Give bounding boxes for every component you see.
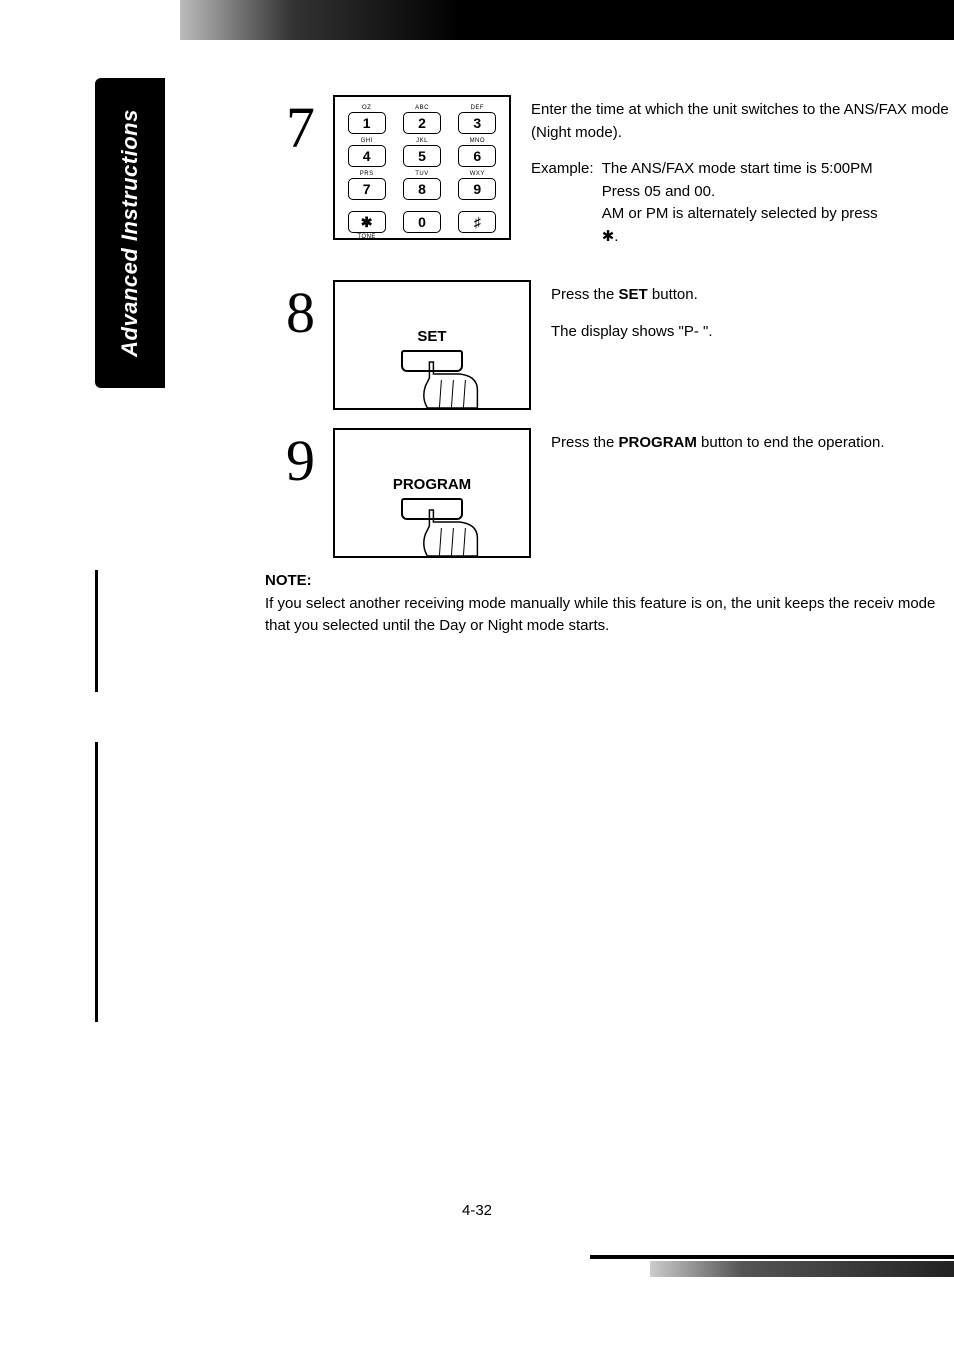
example-line: AM or PM is alternately selected by pres… [602, 205, 878, 222]
key-9: 9 [458, 178, 496, 200]
key-1: 1 [348, 112, 386, 134]
key-sub: MNO [470, 138, 486, 144]
step-8-text: Press the SET button. The display shows … [551, 280, 954, 357]
set-button-diagram: SET [333, 280, 531, 410]
step-7-para: Enter the time at which the unit switche… [531, 99, 950, 144]
step-9: 9 PROGRAM Press the PROGRAM button to en… [265, 428, 954, 558]
example-line: The ANS/FAX mode start time is 5:00PM [602, 160, 873, 177]
key-star: ✱ [348, 211, 386, 233]
example-line: ✱. [602, 228, 619, 245]
key-sub: TUV [415, 171, 429, 177]
hand-icon [419, 360, 489, 412]
note-body: If you select another receiving mode man… [265, 595, 935, 635]
set-button-label: SET [417, 328, 446, 345]
step-7-text: Enter the time at which the unit switche… [531, 95, 954, 262]
key-sub: TONE [357, 234, 376, 240]
key-sub: GHI [361, 138, 373, 144]
program-button-diagram: PROGRAM [333, 428, 531, 558]
scan-footer-line [590, 1255, 954, 1259]
key-hash: ♯ [458, 211, 496, 233]
key-sub: ABC [415, 105, 429, 111]
step-7-example: Example: The ANS/FAX mode start time is … [531, 158, 950, 248]
key-6: 6 [458, 145, 496, 167]
step-9-para1: Press the PROGRAM button to end the oper… [551, 432, 950, 455]
key-7: 7 [348, 178, 386, 200]
example-line: Press 05 and 00. [602, 183, 715, 200]
key-3: 3 [458, 112, 496, 134]
main-content: 7 OZ1 ABC2 DEF3 GHI4 JKL5 MNO6 PRS7 TUV8… [265, 95, 954, 576]
key-0: 0 [403, 211, 441, 233]
step-8-para2: The display shows "P- ". [551, 321, 950, 344]
note-section: NOTE: If you select another receiving mo… [265, 570, 952, 638]
step-number: 9 [265, 432, 315, 490]
margin-rule [95, 570, 98, 692]
key-8: 8 [403, 178, 441, 200]
hand-icon [419, 508, 489, 560]
side-tab-label: Advanced Instructions [117, 109, 143, 357]
step-8-para1: Press the SET button. [551, 284, 950, 307]
step-number: 8 [265, 284, 315, 342]
note-title: NOTE: [265, 572, 312, 589]
scan-footer-smudge [650, 1261, 954, 1277]
keypad-diagram: OZ1 ABC2 DEF3 GHI4 JKL5 MNO6 PRS7 TUV8 W… [333, 95, 511, 240]
step-9-text: Press the PROGRAM button to end the oper… [551, 428, 954, 469]
step-number: 7 [265, 99, 315, 157]
page-number: 4-32 [462, 1202, 492, 1219]
key-sub: DEF [471, 105, 485, 111]
step-7: 7 OZ1 ABC2 DEF3 GHI4 JKL5 MNO6 PRS7 TUV8… [265, 95, 954, 262]
program-button-label: PROGRAM [393, 476, 471, 493]
key-sub: PRS [360, 171, 374, 177]
scan-smudge [180, 0, 460, 40]
key-2: 2 [403, 112, 441, 134]
key-4: 4 [348, 145, 386, 167]
key-sub: JKL [416, 138, 428, 144]
key-sub: WXY [470, 171, 485, 177]
margin-rule [95, 742, 98, 1022]
key-5: 5 [403, 145, 441, 167]
side-tab: Advanced Instructions [95, 78, 165, 388]
key-sub: OZ [362, 105, 371, 111]
step-8: 8 SET Press the SET button. The display … [265, 280, 954, 410]
example-label: Example: [531, 158, 594, 181]
